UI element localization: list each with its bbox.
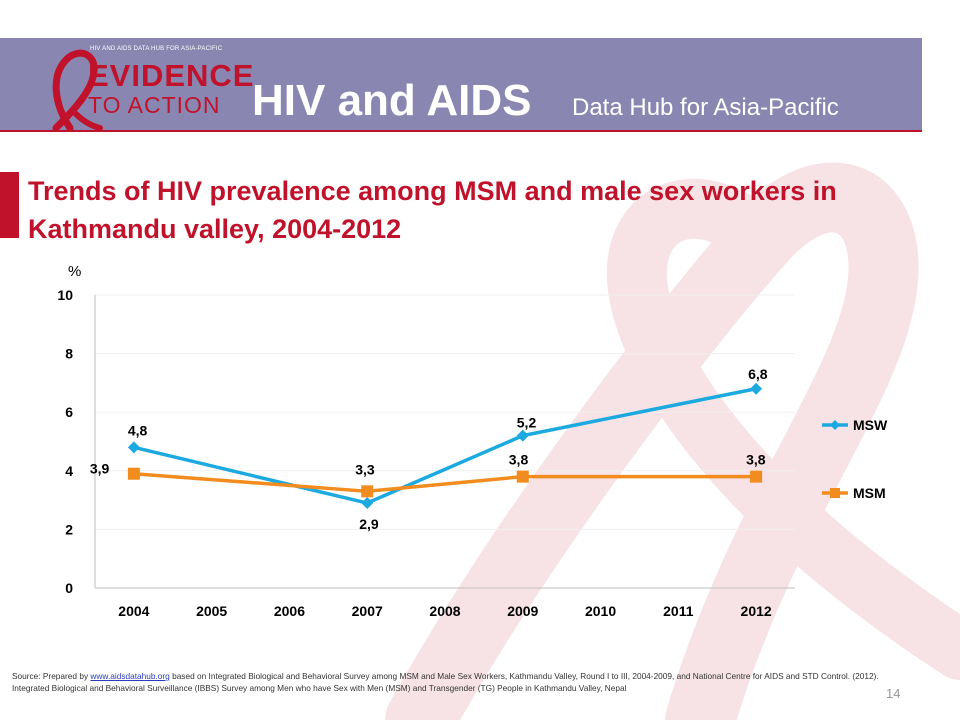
header-subtitle: Data Hub for Asia-Pacific: [572, 94, 839, 121]
data-point-msm: [750, 470, 763, 483]
y-tick-label: 4: [65, 463, 73, 479]
logo-hub-text: HIV AND AIDS DATA HUB FOR ASIA-PACIFIC: [90, 46, 223, 52]
data-point-msw: [516, 429, 529, 442]
x-tick-label: 2011: [663, 603, 694, 619]
legend-label-msw: MSW: [853, 417, 888, 433]
data-label-msw: 6,8: [748, 366, 768, 382]
page-number: 14: [886, 686, 901, 701]
data-point-msm: [361, 485, 374, 498]
header-banner: [0, 38, 922, 130]
data-label-msw: 4,8: [128, 422, 148, 438]
data-label-msm: 3,8: [509, 452, 529, 468]
red-ribbon-logo-icon: [52, 49, 103, 130]
data-label-msm: 3,8: [746, 452, 766, 468]
x-tick-label: 2004: [118, 603, 149, 619]
legend-marker-msm: [830, 488, 840, 498]
y-tick-label: 10: [57, 287, 73, 303]
source-text: based on Integrated Biological and Behav…: [12, 671, 879, 693]
x-tick-label: 2008: [429, 603, 460, 619]
data-point-msm: [127, 467, 140, 480]
logo-evidence-text: EVIDENCE: [88, 58, 255, 93]
x-tick-label: 2009: [507, 603, 538, 619]
data-point-msw: [750, 382, 763, 395]
slide-title: Trends of HIV prevalence among MSM and m…: [28, 176, 837, 244]
title-accent-bar: [0, 172, 19, 238]
header-underline: [0, 130, 922, 132]
line-chart: % 0 2 4 6 8 10 2004 2005 2006 2007 2008 2009 2010 201…: [57, 263, 888, 619]
data-label-msm: 3,3: [355, 461, 375, 477]
x-tick-label: 2006: [274, 603, 305, 619]
source-link[interactable]: www.aidsdatahub.org: [90, 671, 170, 681]
y-axis-label: %: [68, 263, 81, 280]
data-point-msw: [361, 497, 374, 510]
x-tick-label: 2012: [741, 603, 772, 619]
data-label-msw: 5,2: [517, 415, 537, 431]
x-tick-label: 2010: [585, 603, 616, 619]
logo-to-action-text: TO ACTION: [88, 92, 221, 118]
data-point-msw: [127, 441, 140, 454]
header-title: HIV and AIDS: [252, 76, 532, 125]
y-tick-label: 8: [65, 346, 73, 362]
series-line-msm: [133, 471, 757, 494]
data-label-msm: 3,9: [90, 461, 110, 477]
data-label-msw: 2,9: [359, 516, 379, 532]
legend-label-msm: MSM: [853, 485, 886, 501]
x-tick-label: 2005: [196, 603, 227, 619]
series-line-msw: [133, 387, 757, 505]
y-tick-label: 0: [65, 580, 73, 596]
legend-marker-msw: [830, 420, 840, 430]
x-tick-label: 2007: [352, 603, 383, 619]
y-tick-label: 6: [65, 404, 73, 420]
data-point-msm: [516, 470, 529, 483]
source-prefix: Source: Prepared by: [12, 671, 89, 681]
y-tick-label: 2: [65, 521, 73, 537]
source-note: Source: Prepared by www.aidsdatahub.org …: [12, 670, 892, 694]
